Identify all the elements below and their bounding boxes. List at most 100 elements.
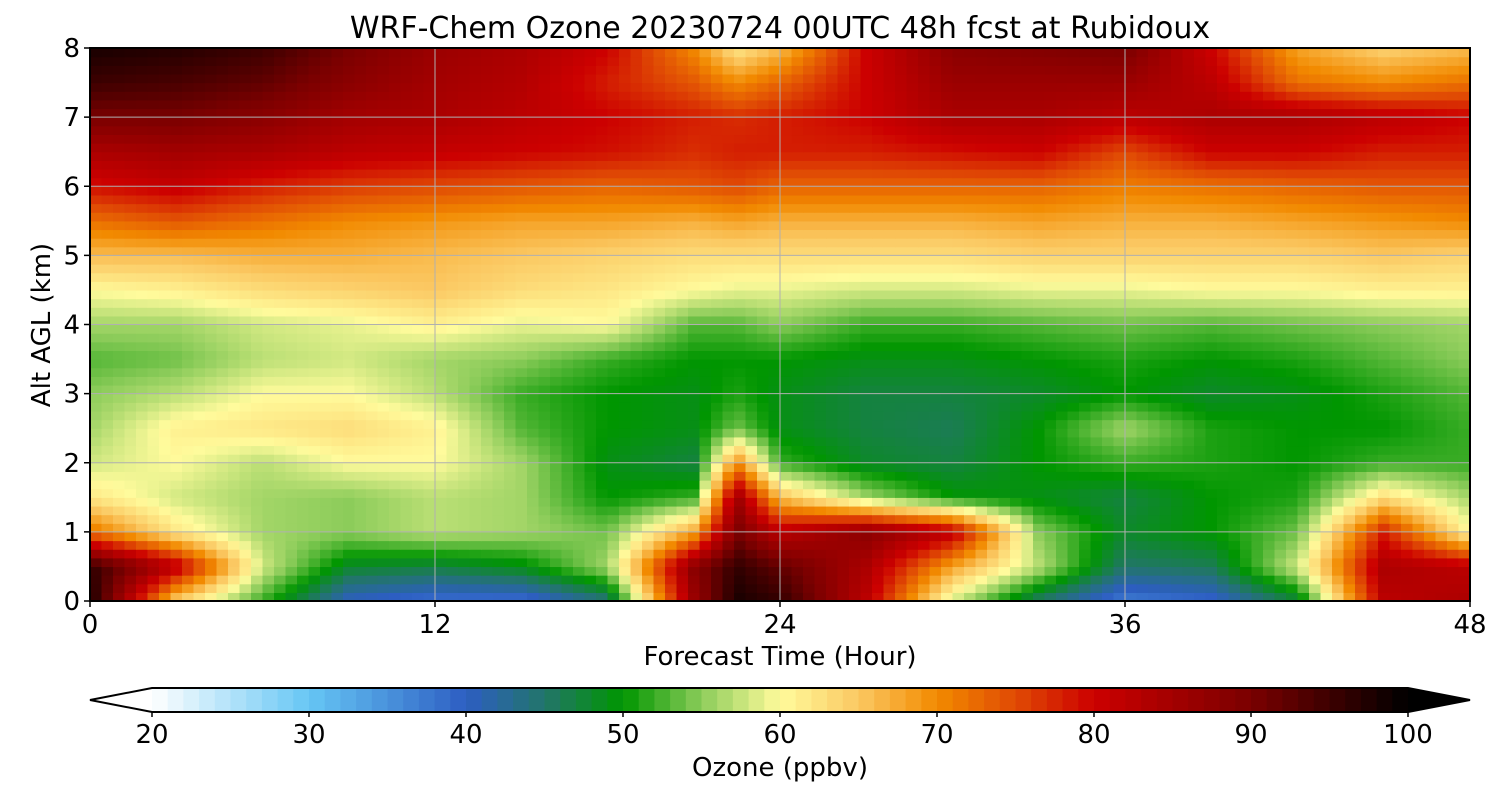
heatmap-cell bbox=[113, 333, 126, 343]
heatmap-cell bbox=[308, 445, 321, 455]
heatmap-cell bbox=[90, 238, 103, 248]
heatmap-cell bbox=[1240, 436, 1253, 447]
heatmap-cell bbox=[642, 333, 655, 343]
heatmap-cell bbox=[791, 324, 804, 334]
heatmap-cell bbox=[1044, 246, 1057, 256]
heatmap-cell bbox=[952, 298, 965, 308]
heatmap-cell bbox=[170, 531, 183, 542]
heatmap-cell bbox=[1125, 289, 1138, 300]
heatmap-cell bbox=[1056, 315, 1069, 326]
heatmap-cell bbox=[941, 341, 954, 352]
heatmap-cell bbox=[1412, 566, 1425, 576]
heatmap-cell bbox=[377, 264, 390, 274]
heatmap-cell bbox=[1435, 471, 1448, 481]
heatmap-cell bbox=[895, 393, 908, 403]
heatmap-cell bbox=[1355, 307, 1368, 317]
heatmap-cell bbox=[262, 298, 275, 308]
heatmap-cell bbox=[1343, 281, 1356, 291]
heatmap-cell bbox=[941, 298, 954, 308]
heatmap-cell bbox=[1309, 264, 1322, 274]
heatmap-cell bbox=[745, 531, 758, 542]
heatmap-cell bbox=[1159, 315, 1172, 326]
heatmap-cell bbox=[308, 523, 321, 533]
heatmap-cell bbox=[561, 540, 574, 550]
heatmap-cell bbox=[239, 264, 252, 274]
heatmap-cell bbox=[389, 583, 402, 593]
heatmap-cell bbox=[251, 367, 264, 377]
heatmap-cell bbox=[1389, 480, 1402, 490]
heatmap-cell bbox=[550, 272, 563, 282]
heatmap-cell bbox=[1297, 505, 1310, 516]
heatmap-cell bbox=[1309, 289, 1322, 300]
heatmap-cell bbox=[883, 419, 896, 429]
heatmap-cell bbox=[745, 419, 758, 429]
heatmap-cell bbox=[1435, 264, 1448, 274]
heatmap-cell bbox=[1286, 384, 1299, 395]
heatmap-cell bbox=[998, 497, 1011, 507]
heatmap-cell bbox=[343, 281, 356, 291]
heatmap-cell bbox=[308, 549, 321, 559]
heatmap-cell bbox=[124, 246, 137, 256]
heatmap-cell bbox=[918, 393, 931, 403]
heatmap-cell bbox=[1458, 575, 1470, 585]
heatmap-cell bbox=[1332, 289, 1345, 300]
heatmap-cell bbox=[745, 454, 758, 464]
heatmap-cell bbox=[1401, 402, 1414, 412]
heatmap-cell bbox=[987, 454, 1000, 464]
heatmap-cell bbox=[1286, 531, 1299, 542]
heatmap-cell bbox=[297, 419, 310, 429]
heatmap-cell bbox=[412, 428, 425, 438]
heatmap-cell bbox=[1067, 410, 1080, 421]
heatmap-cell bbox=[1435, 298, 1448, 308]
heatmap-cell bbox=[274, 255, 287, 265]
heatmap-cell bbox=[1125, 410, 1138, 421]
heatmap-cell bbox=[1159, 410, 1172, 421]
heatmap-cell bbox=[676, 514, 689, 524]
heatmap-cell bbox=[849, 393, 862, 403]
heatmap-cell bbox=[573, 557, 586, 568]
heatmap-cell bbox=[711, 566, 724, 576]
heatmap-cell bbox=[1297, 523, 1310, 533]
heatmap-cell bbox=[251, 307, 264, 317]
heatmap-cell bbox=[1424, 255, 1437, 265]
heatmap-cell bbox=[826, 480, 839, 490]
heatmap-cell bbox=[262, 575, 275, 585]
heatmap-cell bbox=[711, 255, 724, 265]
heatmap-cell bbox=[584, 324, 597, 334]
heatmap-cell bbox=[1412, 393, 1425, 403]
heatmap-cell bbox=[354, 359, 367, 369]
heatmap-cell bbox=[1389, 549, 1402, 559]
heatmap-cell bbox=[113, 376, 126, 386]
heatmap-cell bbox=[101, 341, 114, 352]
heatmap-cell bbox=[205, 480, 218, 490]
heatmap-cell bbox=[1067, 341, 1080, 352]
heatmap-cell bbox=[1251, 480, 1264, 490]
heatmap-cell bbox=[1389, 324, 1402, 334]
heatmap-cell bbox=[653, 575, 666, 585]
heatmap-cell bbox=[653, 540, 666, 550]
heatmap-cell bbox=[297, 359, 310, 369]
heatmap-cell bbox=[1090, 281, 1103, 291]
heatmap-cell bbox=[630, 583, 643, 593]
heatmap-cell bbox=[1389, 315, 1402, 326]
heatmap-cell bbox=[446, 272, 459, 282]
heatmap-cell bbox=[941, 488, 954, 498]
heatmap-cell bbox=[929, 324, 942, 334]
heatmap-cell bbox=[515, 272, 528, 282]
heatmap-cell bbox=[653, 315, 666, 326]
heatmap-cell bbox=[630, 359, 643, 369]
heatmap-cell bbox=[1228, 557, 1241, 568]
heatmap-cell bbox=[780, 488, 793, 498]
heatmap-cell bbox=[113, 557, 126, 568]
heatmap-cell bbox=[1217, 436, 1230, 447]
heatmap-cell bbox=[1136, 497, 1149, 507]
heatmap-cell bbox=[1102, 341, 1115, 352]
heatmap-cell bbox=[1033, 471, 1046, 481]
heatmap-cell bbox=[1401, 359, 1414, 369]
heatmap-cell bbox=[1320, 436, 1333, 447]
heatmap-cell bbox=[1113, 592, 1126, 601]
heatmap-cell bbox=[423, 393, 436, 403]
heatmap-cell bbox=[492, 272, 505, 282]
heatmap-cell bbox=[1148, 540, 1161, 550]
heatmap-cell bbox=[1010, 350, 1023, 360]
